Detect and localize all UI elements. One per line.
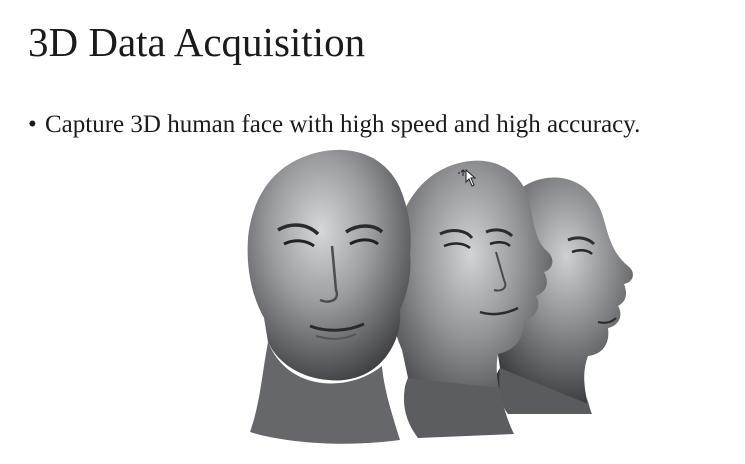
face-scans-figure	[232, 142, 652, 458]
bullet-item: • Capture 3D human face with high speed …	[28, 108, 640, 142]
slide-title: 3D Data Acquisition	[28, 19, 366, 65]
bullet-marker: •	[28, 111, 37, 138]
bullet-text: Capture 3D human face with high speed an…	[45, 111, 641, 138]
face-scans-image	[247, 149, 633, 444]
face-scan-left	[247, 149, 411, 444]
face-scan-middle	[389, 160, 553, 438]
bullet-list: • Capture 3D human face with high speed …	[28, 108, 640, 142]
move-cursor-icon	[458, 168, 478, 194]
